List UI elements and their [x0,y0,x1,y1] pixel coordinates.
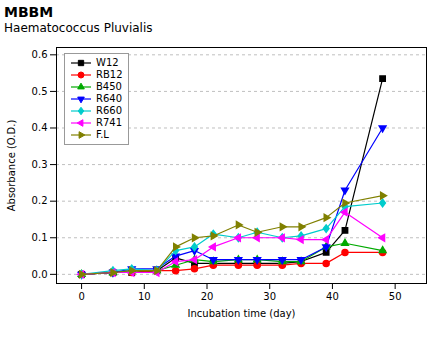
svg-text:0.0: 0.0 [32,269,48,280]
svg-text:0.6: 0.6 [32,49,48,60]
svg-text:0.2: 0.2 [32,195,48,206]
svg-text:40: 40 [326,291,339,302]
html-text:R660: R660 [96,105,122,116]
html-text:MBBM: MBBM [4,4,54,20]
html-text:Haematococcus Pluvialis: Haematococcus Pluvialis [4,21,153,35]
html-text:R741: R741 [96,117,122,128]
svg-text:30: 30 [263,291,276,302]
html-text:R640: R640 [96,93,122,104]
svg-text:0.1: 0.1 [32,232,48,243]
svg-text:0.4: 0.4 [32,122,48,133]
svg-text:0.3: 0.3 [32,159,48,170]
svg-text:Incubation time (day): Incubation time (day) [188,308,296,319]
svg-text:50: 50 [389,291,402,302]
svg-text:10: 10 [138,291,151,302]
html-text:F.L: F.L [96,129,109,140]
html-text:W12: W12 [96,57,119,68]
svg-text:0.5: 0.5 [32,86,48,97]
html-text:B450: B450 [96,81,122,92]
svg-text:Absorbance (O.D.): Absorbance (O.D.) [6,120,17,212]
svg-text:20: 20 [201,291,214,302]
svg-text:0: 0 [78,291,84,302]
html-text:RB12: RB12 [96,69,123,80]
